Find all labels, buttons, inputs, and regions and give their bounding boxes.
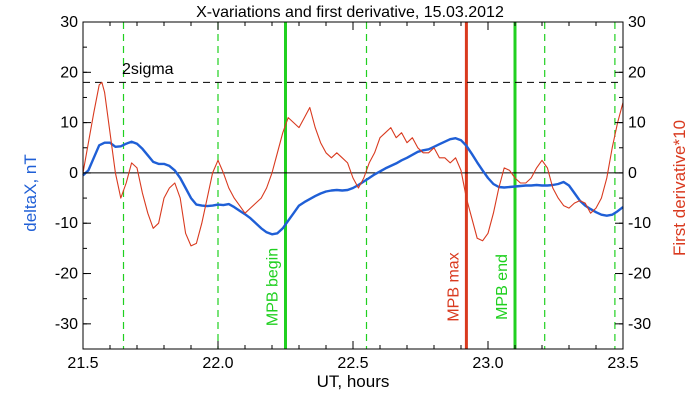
y-tick-label-right-3: 0 [628,165,637,182]
x-tick-label-0: 21.5 [67,355,98,372]
x-tick-label-1: 22.0 [202,355,233,372]
y-tick-label-right-6: 30 [628,14,646,31]
marker-lines: MPB begin MPB max MPB end [122,22,616,349]
series-line-0 [82,136,624,236]
y-tick-label-left-4: 10 [60,115,78,132]
y-tick-label-right-2: -10 [628,215,651,232]
vline-label-4: MPB max [445,252,462,321]
y-tick-label-left-0: -30 [55,316,78,333]
y-tick-label-right-5: 20 [628,64,646,81]
series-line-1 [82,81,624,247]
vline-label-2: MPB begin [265,248,282,326]
y-axis-title-left: deltaX, nT [21,154,40,232]
reference-lines [83,81,623,174]
x-tick-label-2: 22.5 [337,355,368,372]
x-axis-title: UT, hours [317,372,390,391]
y-tick-label-left-2: -10 [55,215,78,232]
threshold-label: 2sigma [122,61,174,78]
vline-label-5: MPB end [494,254,511,320]
chart-title: X-variations and first derivative, 15.03… [196,4,504,21]
axis-ticks: 21.5 22.0 22.5 23.0 23.5 -30 -30 -20 -20 -10 -10 0 0… [55,14,651,372]
y-tick-label-left-5: 20 [60,64,78,81]
y-tick-label-left-6: 30 [60,14,78,31]
y-tick-label-left-1: -20 [55,266,78,283]
x-tick-label-4: 23.5 [607,355,638,372]
x-tick-label-3: 23.0 [472,355,503,372]
y-tick-label-left-3: 0 [69,165,78,182]
y-tick-label-right-1: -20 [628,266,651,283]
series-layer [82,81,624,247]
y-tick-label-right-0: -30 [628,316,651,333]
y-axis-title-right: First derivative*10 [670,120,689,256]
y-tick-label-right-4: 10 [628,115,646,132]
